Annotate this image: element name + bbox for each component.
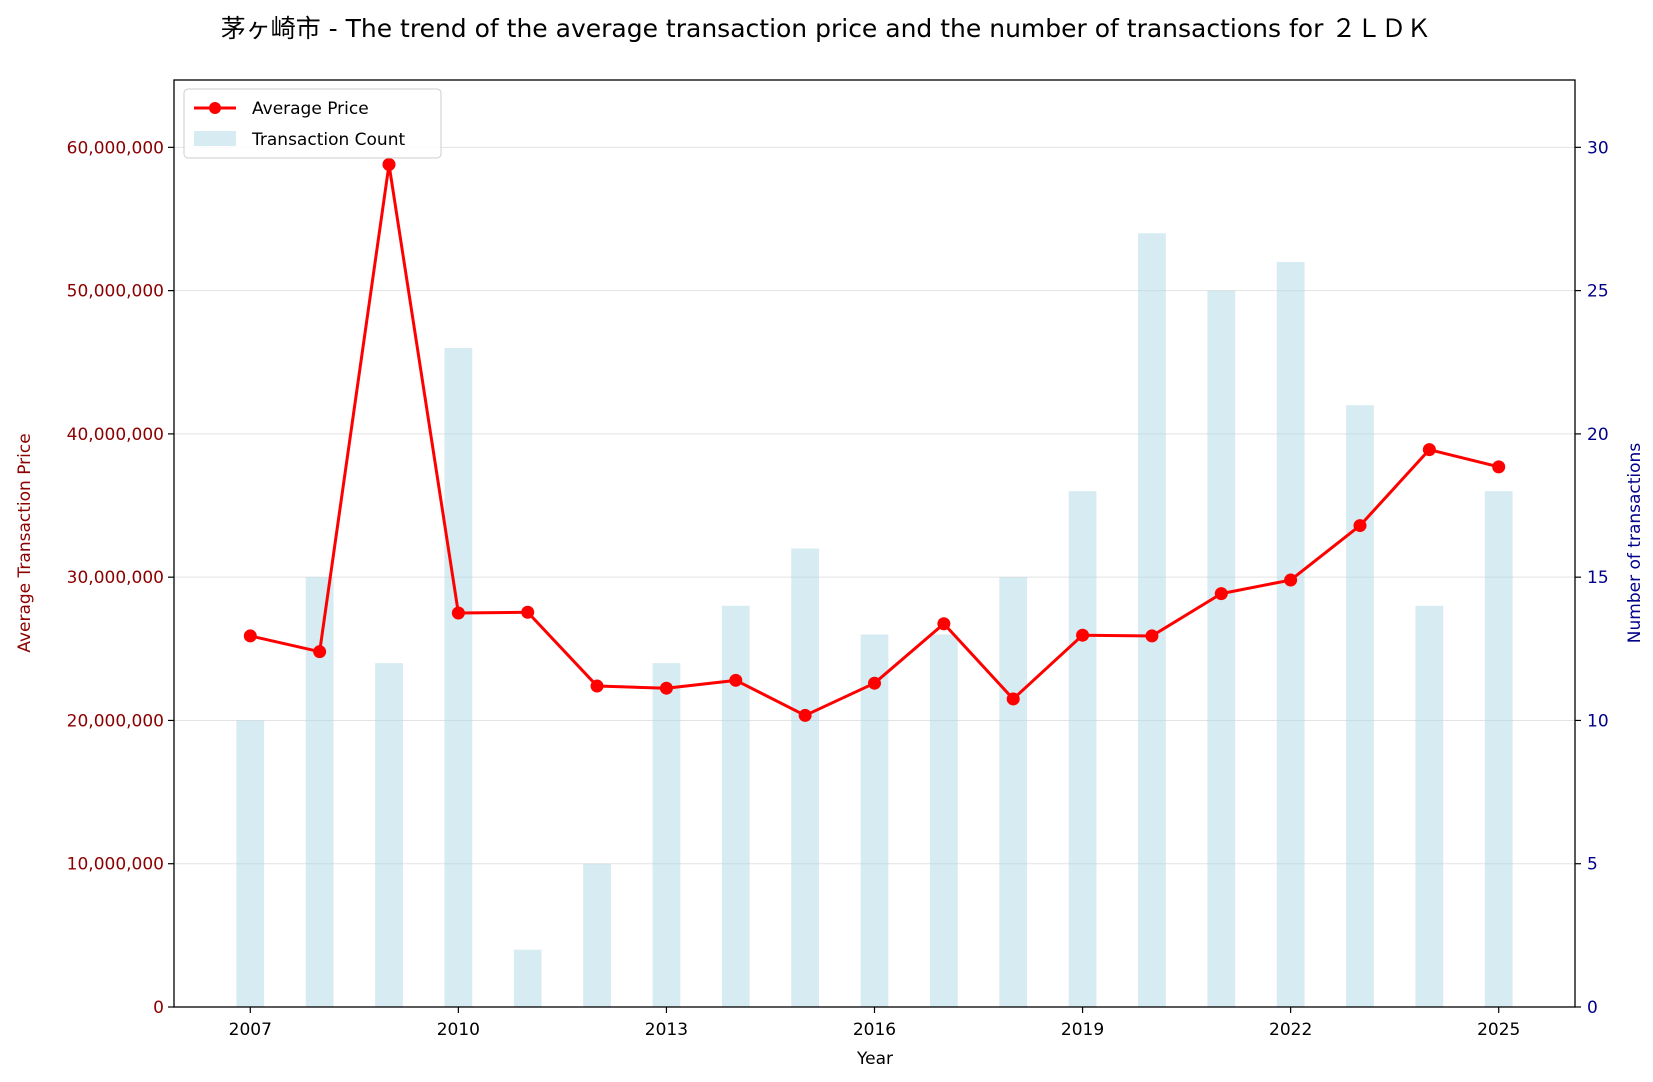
point-average-price: [382, 158, 396, 172]
legend: Average Price Transaction Count: [183, 88, 442, 159]
bar-transaction-count: [999, 577, 1028, 1007]
point-average-price: [1214, 587, 1228, 601]
bar-transaction-count: [929, 634, 958, 1007]
y-right-tick-label: 20: [1587, 425, 1609, 445]
chart-title: 茅ヶ崎市 - The trend of the average transact…: [221, 14, 1432, 43]
y-axis-right-label: Number of transactions: [1625, 443, 1645, 644]
bar-transaction-count: [1415, 605, 1444, 1007]
point-average-price: [451, 606, 465, 620]
y-right-tick-label: 5: [1587, 855, 1598, 875]
bar-transaction-count: [583, 863, 611, 1007]
point-average-price: [937, 617, 951, 631]
bar-transaction-count: [1138, 233, 1166, 1007]
bar-transaction-count: [375, 663, 403, 1007]
y-left-tick-label: 40,000,000: [67, 425, 164, 445]
x-tick-label: 2025: [1477, 1020, 1520, 1040]
line-layer: [243, 158, 1506, 722]
legend-label-transaction-count: Transaction Count: [251, 130, 405, 150]
y-right-tick-label: 15: [1587, 568, 1609, 588]
y-right-tick-label: 30: [1587, 138, 1609, 158]
bar-transaction-count: [860, 634, 889, 1007]
x-tick-label: 2016: [853, 1020, 896, 1040]
bar-transaction-count: [236, 720, 265, 1007]
point-average-price: [1492, 460, 1506, 474]
bar-transaction-count: [444, 347, 473, 1007]
bar-transaction-count: [513, 949, 542, 1007]
legend-label-average-price: Average Price: [252, 99, 369, 119]
point-average-price: [659, 681, 673, 695]
legend-box: [183, 88, 442, 159]
y-left-tick-label: 50,000,000: [67, 282, 164, 302]
x-tick-label: 2007: [229, 1020, 272, 1040]
bar-transaction-count: [1346, 405, 1374, 1007]
y-right-tick-label: 0: [1587, 998, 1598, 1018]
bar-transaction-count: [1068, 491, 1097, 1008]
point-average-price: [1284, 573, 1298, 587]
point-average-price: [1076, 628, 1090, 642]
point-average-price: [1006, 692, 1020, 706]
y-left-tick-label: 10,000,000: [67, 855, 164, 875]
bar-transaction-count: [1484, 491, 1513, 1008]
x-axis: 2007 2010 2013 2016 2019 2022 2025: [229, 1007, 1520, 1040]
point-average-price: [1422, 443, 1436, 457]
point-average-price: [590, 679, 604, 693]
point-average-price: [729, 673, 743, 687]
y-right-tick-label: 10: [1587, 711, 1609, 731]
x-axis-label: Year: [856, 1049, 893, 1069]
point-average-price: [798, 708, 812, 722]
legend-marker-swatch: [209, 102, 221, 114]
bar-transaction-count: [721, 605, 750, 1007]
bar-transaction-count: [791, 548, 820, 1007]
y-right-tick-label: 25: [1587, 282, 1609, 302]
legend-bar-swatch: [194, 131, 236, 146]
bar-transaction-count: [1207, 290, 1236, 1007]
y-left-tick-label: 30,000,000: [67, 568, 164, 588]
x-tick-label: 2019: [1061, 1020, 1104, 1040]
line-average-price: [249, 163, 1500, 717]
y-axis-left: 0 10,000,000 20,000,000 30,000,000 40,000,00…: [67, 138, 174, 1018]
point-average-price: [1145, 629, 1159, 643]
y-left-tick-label: 60,000,000: [67, 138, 164, 158]
y-axis-left-label: Average Transaction Price: [15, 433, 35, 652]
point-average-price: [1353, 519, 1367, 533]
y-axis-right: 0 5 10 15 20 25 30: [1575, 138, 1609, 1018]
y-left-tick-label: 0: [153, 998, 164, 1018]
x-tick-label: 2013: [645, 1020, 688, 1040]
x-tick-label: 2022: [1269, 1020, 1312, 1040]
y-left-tick-label: 20,000,000: [67, 711, 164, 731]
point-average-price: [243, 629, 257, 643]
x-tick-label: 2010: [437, 1020, 480, 1040]
bar-transaction-count: [652, 663, 681, 1007]
point-average-price: [313, 645, 327, 659]
bar-transaction-count: [1276, 261, 1305, 1007]
point-average-price: [868, 676, 881, 690]
bars-layer: [236, 233, 1513, 1008]
point-average-price: [521, 605, 535, 619]
